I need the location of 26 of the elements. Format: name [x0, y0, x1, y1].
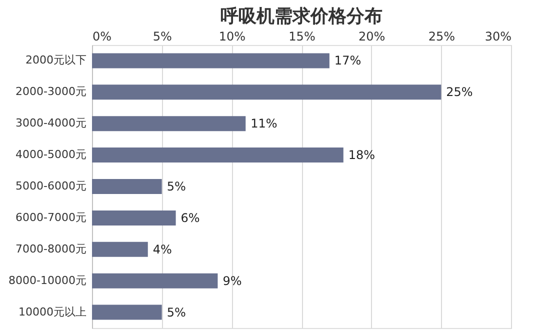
x-tick-label: 0%	[92, 30, 112, 44]
y-tick-label: 10000元以上	[18, 305, 86, 318]
y-tick-label: 2000-3000元	[16, 85, 86, 98]
y-tick-label: 6000-7000元	[16, 210, 86, 224]
data-label: 25%	[446, 85, 473, 100]
x-tick-label: 30%	[484, 30, 512, 44]
y-tick-label: 7000-8000元	[16, 242, 86, 256]
y-tick-label: 5000-6000元	[16, 180, 86, 192]
y-tick-label: 3000-4000元	[16, 116, 86, 130]
x-tick-label: 25%	[428, 30, 456, 44]
data-label: 11%	[250, 116, 278, 131]
y-tick-label: 8000-10000元	[8, 274, 86, 287]
y-tick-label: 2000元以下	[26, 54, 86, 67]
data-label: 17%	[334, 54, 362, 68]
x-tick-label: 5%	[152, 30, 172, 44]
data-label: 4%	[152, 242, 172, 256]
chart-title: 呼吸机需求价格分布	[220, 6, 382, 27]
x-tick-label: 15%	[288, 30, 316, 44]
data-label: 6%	[180, 210, 200, 225]
data-label: 9%	[222, 274, 242, 288]
data-label: 18%	[348, 148, 376, 162]
x-tick-label: 20%	[358, 30, 386, 44]
data-label: 5%	[166, 180, 186, 194]
data-label: 5%	[166, 305, 186, 320]
x-tick-label: 10%	[218, 30, 246, 44]
y-tick-label: 4000-5000元	[16, 148, 86, 162]
